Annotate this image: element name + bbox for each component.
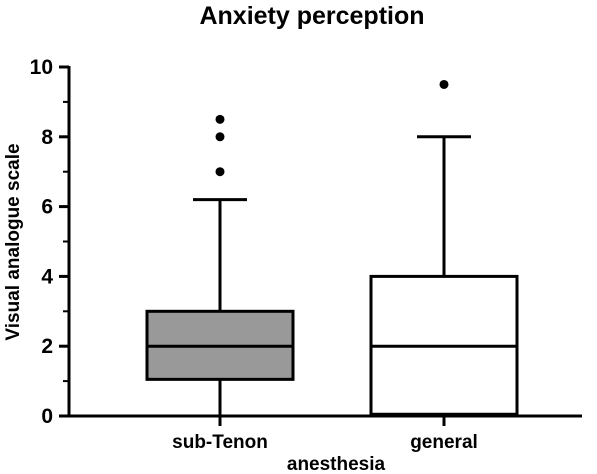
- x-tick-label: general: [410, 432, 478, 453]
- box-group: [369, 79, 519, 416]
- outlier-point: [215, 167, 225, 177]
- y-tick-label: 6: [41, 196, 53, 219]
- y-axis-label: Visual analogue scale: [3, 143, 24, 340]
- outlier-point: [215, 132, 225, 142]
- x-axis-label: anesthesia: [287, 454, 386, 474]
- chart-title: Anxiety perception: [199, 2, 424, 30]
- y-tick-label: 0: [41, 405, 53, 428]
- y-tick-label: 10: [30, 56, 53, 79]
- outlier-point: [439, 79, 449, 89]
- boxes-layer: [145, 79, 519, 416]
- axes: 0 2 4 6 8 10 sub-Tenon general: [30, 56, 582, 453]
- outlier-point: [215, 114, 225, 124]
- y-tick-label: 8: [41, 126, 53, 149]
- y-tick-label: 4: [41, 265, 53, 288]
- y-tick-label: 2: [41, 335, 53, 358]
- box-group: [145, 114, 295, 416]
- x-tick-label: sub-Tenon: [172, 432, 268, 453]
